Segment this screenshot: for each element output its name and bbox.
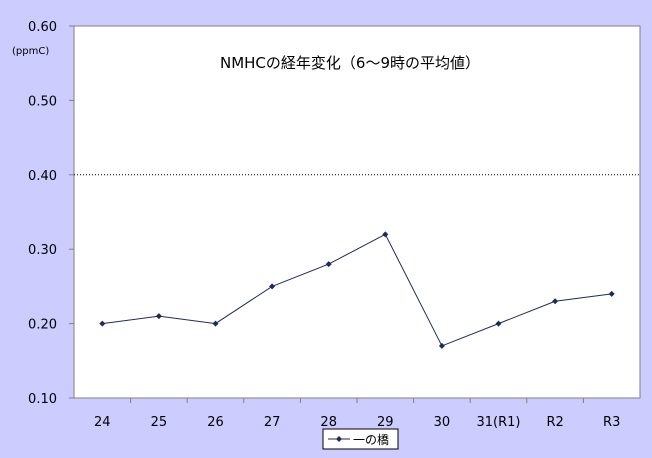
x-tick-label: R2	[546, 415, 563, 430]
y-tick-label: 0.20	[28, 318, 57, 333]
x-tick-label: 27	[264, 415, 281, 430]
chart-title: NMHCの経年変化（6～9時の平均値）	[220, 54, 480, 72]
x-tick-label: R3	[603, 415, 620, 430]
x-tick-label: 31(R1)	[477, 415, 521, 430]
data-point	[99, 320, 106, 327]
x-tick-label: 26	[207, 415, 224, 430]
plot-area	[73, 25, 641, 399]
data-point	[382, 231, 389, 238]
data-point	[552, 298, 559, 305]
x-tick-label: 29	[377, 415, 394, 430]
series-group	[99, 231, 615, 349]
x-tick-label: 28	[320, 415, 337, 430]
data-point	[212, 320, 219, 327]
legend-marker-icon	[336, 436, 342, 442]
x-axis: 24 25 26 27 28 29 30 31(R1) R2 R3	[94, 398, 620, 430]
x-tick-label: 24	[94, 415, 111, 430]
data-point	[269, 283, 276, 290]
y-tick-label: 0.10	[28, 392, 57, 407]
legend-label: 一の橋	[353, 433, 389, 447]
legend-box	[322, 428, 399, 450]
data-point	[438, 342, 445, 349]
data-point	[155, 313, 162, 320]
data-point	[495, 320, 502, 327]
x-tick-label: 25	[151, 415, 168, 430]
y-tick-label: 0.60	[28, 20, 57, 35]
data-point	[608, 290, 615, 297]
data-point	[325, 261, 332, 268]
y-tick-label: 0.30	[28, 243, 57, 258]
y-axis: 0.10 0.20 0.30 0.40 0.50 0.60	[28, 20, 74, 407]
y-tick-label: 0.50	[28, 94, 57, 109]
x-tick-label: 30	[434, 415, 451, 430]
y-tick-label: 0.40	[28, 169, 57, 184]
legend: 一の橋	[322, 428, 399, 450]
y-unit-label: (ppmC)	[12, 46, 49, 57]
series-line	[102, 233, 612, 347]
